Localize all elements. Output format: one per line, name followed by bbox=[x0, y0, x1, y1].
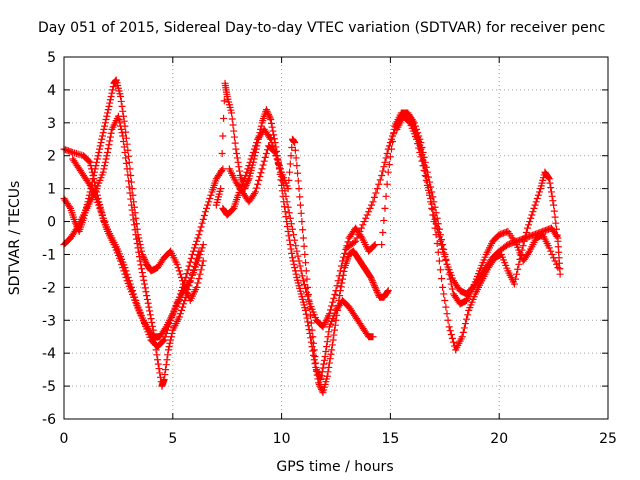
y-tick-label: 4 bbox=[47, 83, 56, 99]
series-track-10 bbox=[393, 112, 564, 354]
data-point-markers bbox=[225, 135, 377, 384]
plot-frame bbox=[63, 56, 609, 420]
y-tick-labels: -6 -5 -4 -3 -2 -1 0 1 2 3 4 5 bbox=[42, 50, 56, 428]
y-axis-label: SDTVAR / TECUs bbox=[7, 181, 23, 296]
y-tick-label: 2 bbox=[47, 149, 56, 165]
data-point-markers bbox=[343, 109, 562, 298]
chart-title: Day 051 of 2015, Sidereal Day-to-day VTE… bbox=[38, 20, 605, 36]
y-tick-label: -6 bbox=[42, 412, 56, 428]
y-tick-label: -3 bbox=[42, 313, 56, 329]
y-tick-label: 1 bbox=[47, 182, 56, 198]
y-tick-label: -2 bbox=[42, 280, 56, 296]
y-tick-label: 0 bbox=[47, 215, 56, 231]
y-tick-label: -5 bbox=[42, 379, 56, 395]
x-tick-label: 5 bbox=[168, 431, 177, 447]
y-tick-label: -1 bbox=[42, 247, 56, 263]
series-track-4 bbox=[69, 155, 207, 351]
data-point-markers bbox=[219, 125, 379, 331]
x-tick-labels: 0 5 10 15 20 25 bbox=[60, 431, 617, 447]
data-point-markers bbox=[212, 79, 392, 397]
series-track-7 bbox=[225, 135, 377, 384]
data-point-markers bbox=[60, 145, 227, 341]
x-tick-label: 0 bbox=[60, 431, 69, 447]
y-tick-label: 3 bbox=[47, 116, 56, 132]
y-tick-label: -4 bbox=[42, 346, 56, 362]
x-tick-label: 25 bbox=[599, 431, 617, 447]
data-point-markers bbox=[393, 112, 564, 354]
x-axis-label: GPS time / hours bbox=[276, 459, 393, 475]
series-track-5 bbox=[212, 79, 392, 397]
series-track-1 bbox=[60, 145, 227, 341]
x-tick-label: 10 bbox=[273, 431, 291, 447]
x-tick-label: 15 bbox=[381, 431, 399, 447]
data-point-markers bbox=[69, 155, 207, 351]
series-track-8 bbox=[343, 109, 562, 298]
x-tick-label: 20 bbox=[490, 431, 508, 447]
data-marks bbox=[60, 76, 564, 397]
y-tick-label: 5 bbox=[47, 50, 56, 66]
series-track-6 bbox=[219, 125, 379, 331]
